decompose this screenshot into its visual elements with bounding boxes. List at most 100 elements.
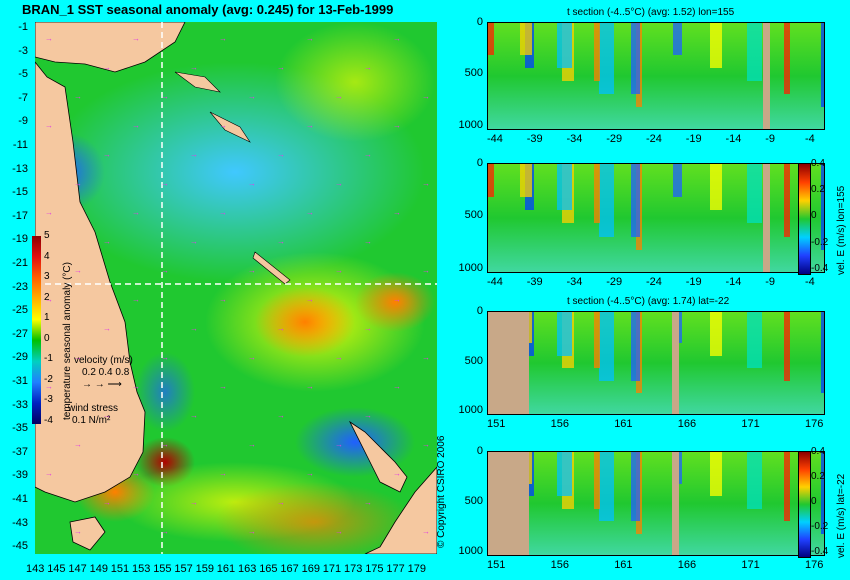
wind-arrow: → — [277, 411, 285, 420]
velocity-colorbar-tick: 0.4 — [811, 446, 825, 457]
velocity-colorbar-tick: -0.2 — [811, 236, 829, 248]
lat-tick-label: -23 — [12, 280, 28, 293]
section-x-tick: -4 — [805, 133, 815, 145]
section-feature — [747, 23, 762, 82]
lat-tick-label: -37 — [12, 445, 28, 458]
wind-arrow: → — [248, 527, 256, 536]
wind-arrow: → — [74, 353, 82, 362]
section-panel[interactable] — [487, 163, 825, 273]
section-land-mask — [672, 452, 679, 555]
section-x-tick: 161 — [614, 559, 633, 571]
lat-tick-label: -31 — [12, 375, 28, 387]
sst-colorbar-tick: 5 — [44, 230, 50, 241]
wind-arrow: → — [132, 34, 140, 43]
section-title: t section (-4..5°C) (avg: 1.74) lat=-22 — [567, 296, 730, 307]
wind-arrow: → — [335, 92, 343, 101]
wind-arrow: → — [277, 150, 285, 159]
lat-tick-label: -13 — [12, 162, 28, 175]
lat-tick-label: -15 — [12, 186, 28, 199]
section-feature — [557, 23, 572, 69]
lat-tick-label: -35 — [12, 422, 28, 435]
velocity-colorbar — [798, 163, 811, 275]
section-x-tick: -34 — [566, 276, 583, 288]
section-x-tick: 171 — [741, 418, 760, 430]
wind-arrow: → — [219, 121, 227, 130]
section-feature — [631, 312, 640, 381]
wind-arrow: → — [161, 266, 169, 275]
lat-tick-label: -11 — [12, 139, 28, 151]
section-title: t section (-4..5°C) (avg: 1.52) lon=155 — [567, 7, 735, 18]
velocity-colorbar — [798, 451, 811, 558]
wind-arrow: → — [306, 295, 314, 304]
wind-arrow: → — [45, 34, 53, 43]
sst-colorbar — [32, 236, 41, 424]
velocity-colorbar-label: vel. E (m/s) lat=-22 — [836, 473, 847, 558]
section-x-tick: -44 — [487, 276, 503, 288]
lat-tick-label: -7 — [18, 91, 28, 104]
wind-arrow: → — [335, 353, 343, 362]
section-y-tick: 500 — [464, 67, 483, 80]
sst-colorbar-label: temperature seasonal anomaly (°C) — [62, 262, 73, 420]
wind-legend-label: wind stress — [68, 403, 119, 414]
section-panel[interactable] — [487, 311, 825, 415]
section-feature — [784, 23, 790, 95]
section-x-tick: -9 — [765, 276, 776, 288]
section-feature — [631, 164, 640, 237]
section-x-tick: 166 — [677, 559, 697, 571]
lat-tick-label: -45 — [12, 540, 28, 553]
wind-arrow: → — [161, 440, 169, 449]
wind-arrow: → — [161, 353, 169, 362]
wind-arrow: → — [103, 63, 111, 72]
wind-arrow: → — [393, 208, 401, 217]
section-x-tick: 156 — [550, 418, 569, 430]
wind-arrow: → — [74, 92, 82, 101]
section-y-tick: 500 — [464, 495, 483, 507]
wind-arrow: → — [364, 498, 372, 507]
section-feature — [557, 164, 572, 211]
sst-colorbar-tick: -3 — [44, 394, 53, 405]
section-feature — [821, 312, 824, 394]
wind-arrow: → — [190, 150, 198, 159]
lat-tick-label: -41 — [12, 493, 28, 505]
section-feature — [488, 164, 494, 197]
wind-arrow: → — [364, 237, 372, 246]
section-feature — [673, 164, 682, 197]
wind-arrow: → — [335, 179, 343, 188]
section-x-tick: 151 — [487, 418, 506, 430]
copyright-text: © Copyright CSIRO 2006 — [436, 435, 447, 548]
sst-colorbar-tick: 3 — [44, 271, 50, 282]
section-panel[interactable] — [487, 451, 825, 556]
section-feature — [784, 164, 790, 237]
section-feature — [784, 452, 790, 522]
section-x-tick: -24 — [646, 276, 662, 288]
wind-arrow: → — [335, 527, 343, 536]
section-feature — [594, 23, 600, 82]
section-feature — [747, 452, 762, 509]
lon-tick-label: 167 — [280, 563, 299, 575]
lon-tick-label: 143 — [26, 563, 45, 575]
section-feature — [520, 164, 532, 197]
lat-tick-label: -27 — [12, 327, 28, 340]
section-feature — [710, 312, 722, 356]
section-x-tick: -29 — [606, 276, 623, 288]
wind-arrow: → — [132, 382, 140, 391]
sst-anomaly-map[interactable]: → → → → → → → → → → → → → → → → → → → → → → → → → → → → → → → → → → → → → → → →… — [35, 22, 437, 554]
wind-arrow: → — [422, 266, 430, 275]
wind-arrow: → — [364, 150, 372, 159]
wind-arrow: → — [306, 121, 314, 130]
wind-arrow: → — [132, 208, 140, 217]
sst-colorbar-tick: 4 — [44, 250, 50, 262]
velocity-colorbar-tick: 0.2 — [811, 184, 825, 196]
wind-arrow: → — [190, 498, 198, 507]
map-canvas — [35, 22, 437, 554]
section-land-mask — [488, 312, 529, 414]
wind-arrow: → — [219, 208, 227, 217]
velocity-colorbar-tick: -0.4 — [811, 546, 829, 557]
sst-colorbar-tick: -1 — [44, 353, 53, 364]
wind-arrow: → — [393, 382, 401, 391]
section-feature — [673, 23, 682, 56]
section-panel[interactable] — [487, 22, 825, 130]
section-feature — [821, 23, 824, 108]
wind-arrow: → — [248, 92, 256, 101]
lat-tick-label: -21 — [12, 257, 28, 269]
